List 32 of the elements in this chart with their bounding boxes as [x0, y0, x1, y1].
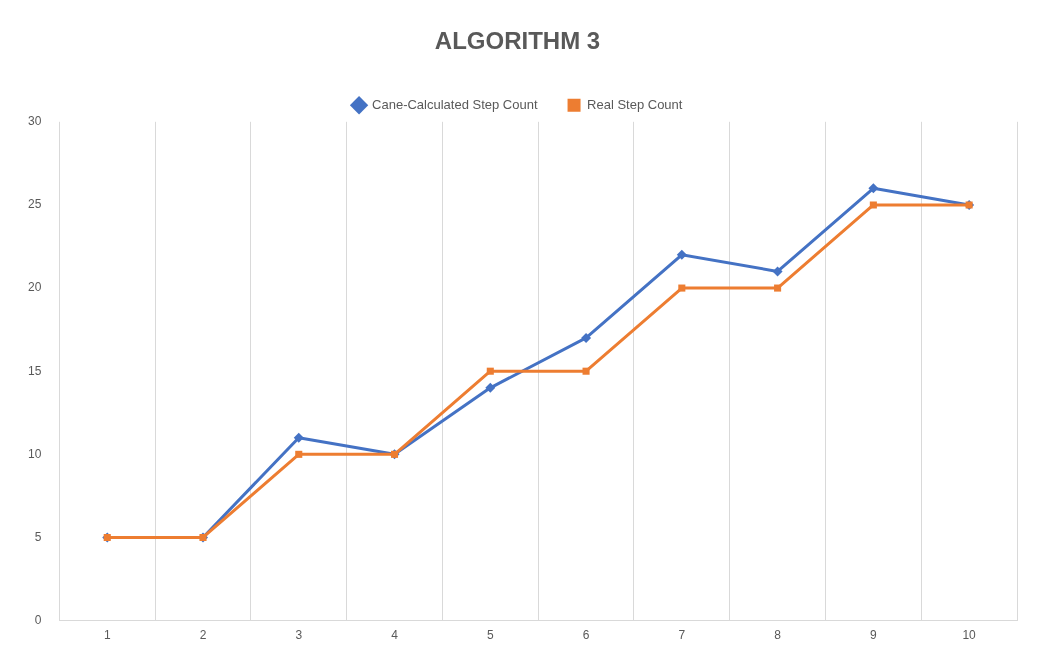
x-tick-label: 3	[295, 628, 303, 643]
x-tick-label: 10	[962, 628, 977, 643]
y-tick-label: 0	[34, 612, 42, 627]
x-tick-label: 5	[486, 628, 494, 643]
legend-label: Cane-Calculated Step Count	[372, 96, 538, 112]
point	[676, 249, 687, 260]
y-tick-label: 20	[27, 280, 42, 295]
point	[678, 284, 686, 292]
y-tick-label: 30	[27, 114, 42, 129]
x-tick-label: 1	[103, 628, 111, 643]
y-tick-label: 10	[27, 446, 42, 461]
y-tick-label: 15	[27, 363, 42, 378]
point	[485, 382, 496, 393]
point	[582, 367, 590, 375]
x-tick-label: 6	[582, 628, 590, 643]
point	[869, 201, 877, 209]
y-tick-label: 25	[27, 197, 42, 212]
legend-label: Real Step Count	[587, 96, 683, 112]
chart-title: ALGORITHM 3	[434, 27, 601, 55]
x-tick-label: 9	[870, 628, 878, 643]
x-tick-label: 7	[678, 628, 686, 643]
y-tick-label: 5	[34, 529, 42, 544]
x-tick-label: 4	[391, 628, 399, 643]
point	[581, 332, 592, 343]
point	[774, 284, 782, 292]
point	[295, 450, 303, 458]
point	[772, 266, 783, 277]
point	[293, 432, 304, 443]
point	[486, 367, 494, 375]
point	[868, 183, 879, 194]
x-tick-label: 2	[199, 628, 207, 643]
x-tick-label: 8	[774, 628, 782, 643]
